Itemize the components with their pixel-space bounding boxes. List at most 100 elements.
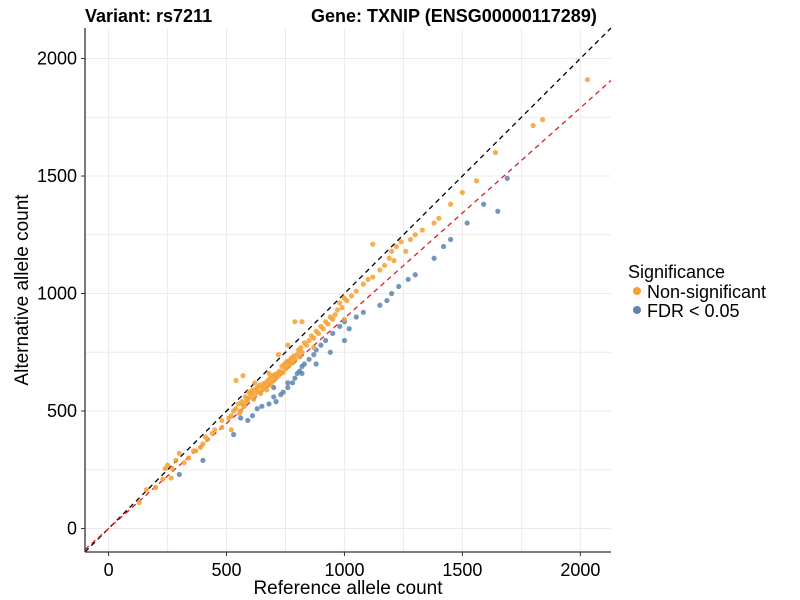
legend-label-fdr: FDR < 0.05: [647, 301, 740, 321]
point-fdr-significant: [299, 370, 305, 377]
x-tick-label: 1000: [324, 560, 364, 580]
point-non-significant: [334, 307, 340, 313]
point-non-significant: [143, 487, 149, 493]
point-non-significant: [233, 406, 239, 412]
point-fdr-significant: [313, 361, 319, 367]
y-tick-label: 2000: [37, 49, 77, 69]
point-fdr-significant: [271, 394, 277, 400]
y-tick-label: 0: [67, 519, 77, 539]
point-fdr-significant: [353, 314, 359, 320]
point-fdr-significant: [464, 220, 470, 226]
point-non-significant: [403, 248, 409, 254]
point-non-significant: [241, 403, 247, 409]
point-fdr-significant: [311, 352, 317, 358]
point-non-significant: [492, 149, 499, 156]
point-non-significant: [459, 189, 465, 196]
point-non-significant: [398, 239, 404, 245]
point-non-significant: [370, 241, 376, 247]
point-fdr-significant: [327, 349, 333, 355]
point-non-significant: [393, 243, 399, 250]
point-fdr-significant: [285, 380, 291, 386]
point-non-significant: [311, 335, 317, 341]
point-fdr-significant: [481, 201, 487, 207]
point-non-significant: [266, 370, 272, 377]
y-axis-title: Alternative allele count: [12, 194, 33, 386]
point-non-significant: [219, 424, 225, 431]
point-non-significant: [337, 300, 343, 306]
point-non-significant: [228, 427, 234, 433]
point-fdr-significant: [412, 272, 418, 278]
point-non-significant: [431, 220, 437, 226]
point-fdr-significant: [231, 431, 237, 438]
point-fdr-significant: [254, 406, 260, 412]
point-non-significant: [584, 77, 591, 83]
point-fdr-significant: [280, 389, 286, 395]
point-non-significant: [407, 236, 414, 243]
point-non-significant: [473, 178, 480, 184]
point-non-significant: [285, 342, 291, 348]
point-non-significant: [386, 255, 392, 261]
y-tick-label: 1000: [37, 284, 77, 304]
point-non-significant: [381, 262, 388, 268]
point-non-significant: [311, 344, 317, 351]
point-non-significant: [391, 258, 397, 264]
point-fdr-significant: [504, 175, 510, 181]
point-non-significant: [389, 248, 395, 254]
reference-lines: [84, 27, 612, 553]
point-fdr-significant: [360, 309, 366, 315]
point-non-significant: [264, 387, 270, 393]
point-fdr-significant: [431, 255, 437, 261]
point-fdr-significant: [389, 290, 395, 297]
point-fdr-significant: [249, 413, 256, 419]
point-fdr-significant: [318, 342, 324, 348]
grid-lines: [85, 28, 611, 552]
point-non-significant: [169, 465, 175, 472]
point-non-significant: [240, 373, 246, 379]
point-non-significant: [186, 455, 192, 461]
point-non-significant: [299, 349, 305, 355]
point-non-significant: [344, 297, 350, 304]
point-non-significant: [298, 344, 304, 351]
point-fdr-significant: [285, 384, 291, 391]
legend-swatch-non-significant: [633, 287, 641, 295]
point-non-significant: [530, 122, 536, 129]
point-fdr-significant: [396, 283, 402, 290]
point-non-significant: [348, 293, 355, 299]
point-non-significant: [539, 117, 546, 123]
point-non-significant: [212, 427, 218, 433]
x-tick-label: 500: [212, 560, 242, 580]
point-non-significant: [297, 354, 303, 360]
point-fdr-significant: [384, 297, 390, 304]
point-non-significant: [136, 500, 142, 506]
point-non-significant: [436, 215, 442, 221]
point-fdr-significant: [245, 417, 251, 424]
point-non-significant: [320, 326, 326, 332]
point-fdr-significant: [322, 337, 329, 344]
x-tick-label: 1500: [442, 560, 482, 580]
point-non-significant: [160, 476, 166, 482]
point-fdr-significant: [266, 401, 272, 407]
point-non-significant: [339, 305, 345, 311]
identity-reference-line: [84, 27, 612, 553]
legend-title: Significance: [628, 262, 725, 282]
point-non-significant: [238, 408, 244, 414]
point-fdr-significant: [259, 403, 265, 409]
point-fdr-significant: [238, 415, 244, 421]
point-non-significant: [168, 475, 174, 481]
point-fdr-significant: [377, 302, 383, 308]
point-non-significant: [292, 356, 298, 362]
point-non-significant: [299, 319, 305, 325]
point-non-significant: [370, 274, 376, 280]
point-non-significant: [292, 319, 298, 325]
point-fdr-significant: [337, 323, 343, 330]
point-non-significant: [325, 321, 331, 327]
point-non-significant: [173, 457, 179, 463]
x-tick-label: 2000: [560, 560, 600, 580]
point-fdr-significant: [292, 375, 298, 381]
point-non-significant: [419, 227, 425, 233]
point-non-significant: [341, 316, 348, 322]
point-fdr-significant: [289, 380, 296, 386]
point-fdr-significant: [273, 399, 279, 405]
point-fdr-significant: [346, 326, 352, 332]
chart-title-variant: Variant: rs7211: [85, 6, 212, 26]
